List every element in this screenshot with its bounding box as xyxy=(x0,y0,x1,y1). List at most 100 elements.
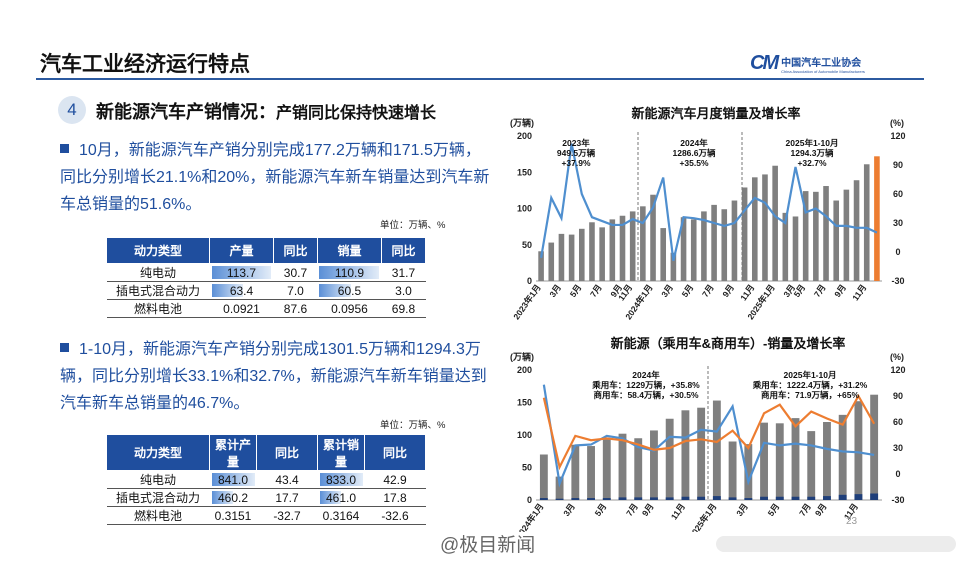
bar-main xyxy=(571,444,580,500)
x-tick-label: 11月 xyxy=(738,282,756,302)
annotation-text: 商用车：71.9万辆，+65% xyxy=(761,390,859,400)
logo-name-en: China Association of Automobile Manufact… xyxy=(781,68,865,74)
bar-main xyxy=(823,422,831,500)
cell-sales-value: 833.0 xyxy=(325,472,357,487)
bar-secondary xyxy=(823,496,831,500)
bar-main xyxy=(634,438,643,500)
table-monthly: 动力类型 产量 同比 销量 同比 纯电动 113.7 30.7 110.9 31.7 插电… xyxy=(106,237,427,318)
data-bar xyxy=(319,491,342,504)
y2-tick-label: -30 xyxy=(891,495,904,505)
cell-sales: 0.0956 xyxy=(317,299,382,318)
x-tick-label: 5月 xyxy=(680,282,696,299)
cell-production-yoy-value: -32.7 xyxy=(273,508,301,523)
cell-production-yoy: 7.0 xyxy=(273,281,318,300)
annotation-text: 乘用车：1222.4万辆，+31.2% xyxy=(752,380,868,390)
y2-tick-label: 60 xyxy=(893,417,903,427)
y-tick-label: 200 xyxy=(517,365,532,375)
cell-production-yoy: 30.7 xyxy=(273,263,318,282)
table-header-row: 动力类型 累计产量 同比 累计销量 同比 xyxy=(106,434,426,471)
bar-main xyxy=(721,209,728,281)
bar-main xyxy=(665,418,674,500)
cell-production-value: 63.4 xyxy=(229,283,254,298)
cell-production-value: 841.0 xyxy=(217,472,249,487)
x-tick-label: 11月 xyxy=(850,282,868,302)
cell-production: 841.0 xyxy=(209,470,257,489)
x-tick-label: 7月 xyxy=(588,282,604,299)
bar-secondary xyxy=(539,498,548,500)
logo-name-cn: 中国汽车工业协会 xyxy=(781,57,862,69)
section-subtitle: 产销同比保持快速增长 xyxy=(276,105,437,122)
bar-main xyxy=(853,180,860,281)
th-sales: 销量 xyxy=(316,237,382,264)
slide: 汽车工业经济运行特点 CM 中国汽车工业协会 China Association… xyxy=(28,40,928,540)
growth-line-primary xyxy=(540,143,878,261)
annotation-text: 1286.6万辆 xyxy=(673,148,716,158)
cell-type: 插电式混合动力 xyxy=(106,488,210,507)
x-tick-label: 9月 xyxy=(832,282,848,299)
cell-production-yoy-value: 30.7 xyxy=(283,265,308,280)
y-axis-label: (万辆) xyxy=(510,117,534,128)
bar-secondary xyxy=(587,498,595,500)
data-bar xyxy=(319,473,363,486)
bar-main xyxy=(813,191,819,281)
cell-production: 0.0921 xyxy=(209,299,274,318)
bar-main xyxy=(602,439,611,500)
table-header-row: 动力类型 产量 同比 销量 同比 xyxy=(106,237,427,264)
th-production-yoy: 同比 xyxy=(256,434,318,471)
bar-main xyxy=(670,252,677,281)
bar-main xyxy=(772,165,778,281)
cell-sales: 110.9 xyxy=(317,263,382,282)
x-tick-label: 11月 xyxy=(669,501,687,521)
bar-secondary xyxy=(870,493,879,500)
y2-tick-label: 90 xyxy=(893,160,903,170)
cell-sales: 60.5 xyxy=(317,281,382,300)
paragraph-october-text: 10月，新能源汽车产销分别完成177.2万辆和171.5万辆，同比分别增长21.… xyxy=(60,142,490,213)
cell-type-value: 插电式混合动力 xyxy=(115,491,200,505)
cell-sales-value: 60.5 xyxy=(337,283,362,298)
y2-tick-label: 120 xyxy=(890,131,905,141)
bar-main xyxy=(775,423,784,500)
section-title: 新能源汽车产销情况：产销同比保持快速增长 xyxy=(96,98,436,124)
bar-secondary xyxy=(854,494,863,500)
cell-production-yoy-value: 87.6 xyxy=(283,301,308,316)
annotation-text: 乘用车：1229万辆，+35.8% xyxy=(591,380,700,390)
th-cum-production: 累计产量 xyxy=(209,434,257,471)
th-sales-yoy: 同比 xyxy=(380,237,427,264)
bar-main xyxy=(599,227,605,281)
bar-main xyxy=(751,177,758,281)
cell-sales-value: 461.0 xyxy=(325,490,357,505)
data-bar xyxy=(211,491,234,504)
cell-type: 燃料电池 xyxy=(106,299,210,318)
cell-type: 燃料电池 xyxy=(106,506,210,525)
data-bar xyxy=(211,284,244,297)
paragraph-ytd-text: 1-10月，新能源汽车产销分别完成1301.5万辆和1294.3万辆，同比分别增… xyxy=(60,341,487,412)
bar-main xyxy=(539,454,548,500)
table-row: 纯电动 841.0 43.4 833.0 42.9 xyxy=(106,470,426,489)
annotation-text: +35.5% xyxy=(679,158,709,168)
bar-main xyxy=(728,441,737,500)
cell-sales-yoy: 31.7 xyxy=(381,263,426,282)
cell-production: 0.3151 xyxy=(209,506,257,525)
annotation-text: 2025年1-10月 xyxy=(786,138,839,148)
table-row: 插电式混合动力 63.4 7.0 60.5 3.0 xyxy=(106,281,426,300)
cell-production-yoy-value: 7.0 xyxy=(287,283,304,298)
cell-production-yoy-value: 17.7 xyxy=(275,490,299,505)
bar-main xyxy=(609,219,616,281)
cell-sales-yoy: 42.9 xyxy=(364,470,426,489)
logo: CM 中国汽车工业协会 China Association of Automob… xyxy=(750,52,865,75)
y2-tick-label: 60 xyxy=(893,189,903,199)
bar-main xyxy=(697,407,706,500)
bar-secondary xyxy=(602,498,611,500)
bar-main xyxy=(589,222,595,281)
cell-sales-yoy-value: 3.0 xyxy=(395,283,412,298)
cell-production: 460.2 xyxy=(209,488,257,507)
data-bar xyxy=(319,284,351,297)
x-tick-label: 3月 xyxy=(734,501,750,518)
y2-axis-label: (%) xyxy=(890,118,904,128)
bar-main xyxy=(712,400,721,500)
y-tick-label: 200 xyxy=(517,131,532,141)
cell-type: 纯电动 xyxy=(106,263,210,282)
chart-title: 新能源汽车月度销量及增长率 xyxy=(631,106,800,121)
y2-tick-label: 0 xyxy=(895,469,900,479)
y2-tick-label: 120 xyxy=(890,365,905,375)
